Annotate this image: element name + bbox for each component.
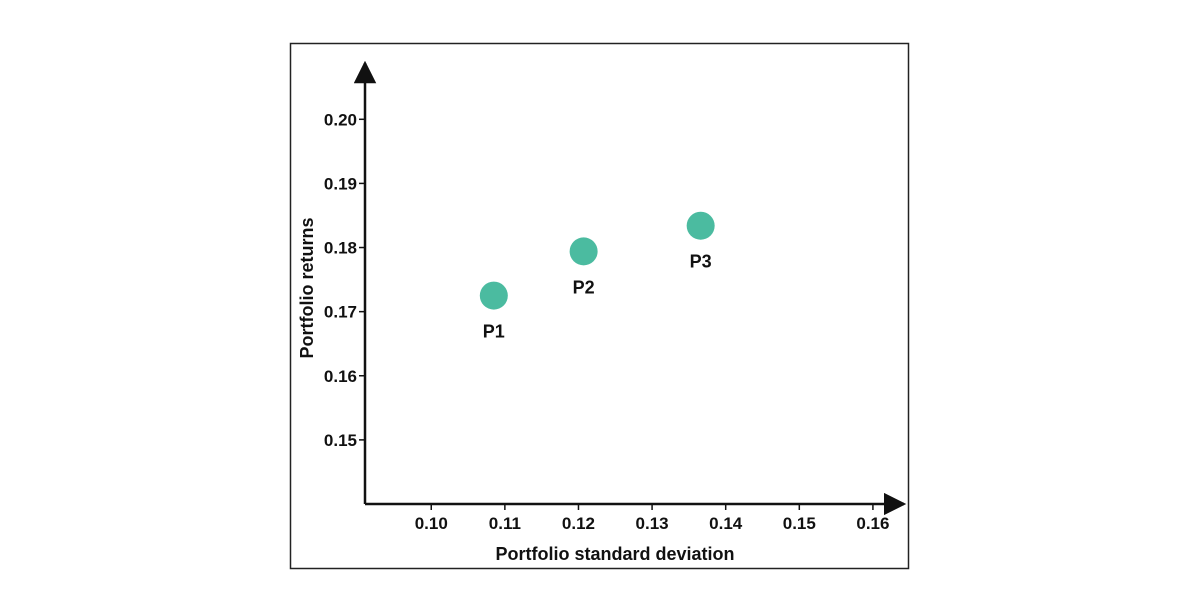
y-tick-label: 0.19: [324, 174, 357, 193]
x-axis-ticks: 0.10 0.11 0.12 0.13 0.14 0.15 0.16: [415, 504, 889, 533]
x-tick-label: 0.10: [415, 514, 448, 533]
chart-frame: [289, 42, 910, 570]
y-tick-label: 0.15: [324, 431, 357, 450]
x-tick-label: 0.12: [562, 514, 595, 533]
x-tick-label: 0.13: [636, 514, 669, 533]
y-tick-label: 0.18: [324, 239, 357, 258]
x-axis-title: Portfolio standard deviation: [495, 544, 734, 564]
y-tick-label: 0.16: [324, 367, 357, 386]
data-point-label-p3: P3: [690, 252, 712, 272]
x-tick-label: 0.16: [856, 514, 889, 533]
data-point-label-p2: P2: [573, 277, 595, 297]
x-tick-label: 0.14: [709, 514, 743, 533]
x-tick-label: 0.11: [489, 514, 521, 533]
y-axis-ticks: 0.15 0.16 0.17 0.18 0.19 0.20: [324, 110, 365, 450]
data-point-p2: [569, 237, 598, 266]
y-tick-label: 0.17: [324, 303, 357, 322]
data-point-p1: [479, 281, 508, 310]
data-points: P1 P2 P3: [479, 211, 715, 342]
y-axis-title: Portfolio returns: [297, 217, 317, 358]
data-point-p3: [686, 211, 715, 240]
y-tick-label: 0.20: [324, 110, 357, 129]
x-tick-label: 0.15: [783, 514, 816, 533]
data-point-label-p1: P1: [483, 322, 505, 342]
